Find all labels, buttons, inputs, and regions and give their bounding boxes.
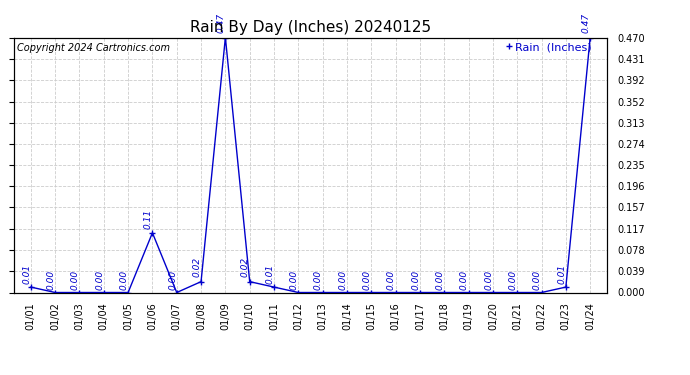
- Text: 0.47: 0.47: [582, 13, 591, 33]
- Text: 0.00: 0.00: [338, 270, 347, 290]
- Text: 0.11: 0.11: [144, 209, 152, 229]
- Text: 0.01: 0.01: [558, 264, 566, 284]
- Text: 0.00: 0.00: [119, 270, 128, 290]
- Text: 0.00: 0.00: [435, 270, 444, 290]
- Text: 0.47: 0.47: [217, 13, 226, 33]
- Text: Copyright 2024 Cartronics.com: Copyright 2024 Cartronics.com: [17, 43, 170, 52]
- Text: 0.00: 0.00: [484, 270, 493, 290]
- Text: 0.00: 0.00: [533, 270, 542, 290]
- Text: 0.00: 0.00: [509, 270, 518, 290]
- Text: 0.00: 0.00: [95, 270, 104, 290]
- Text: 0.00: 0.00: [460, 270, 469, 290]
- Text: 0.00: 0.00: [168, 270, 177, 290]
- Text: 0.00: 0.00: [314, 270, 323, 290]
- Text: 0.00: 0.00: [46, 270, 55, 290]
- Text: 0.00: 0.00: [411, 270, 420, 290]
- Text: Rain  (Inches): Rain (Inches): [515, 43, 592, 52]
- Text: 0.01: 0.01: [266, 264, 275, 284]
- Text: 0.00: 0.00: [363, 270, 372, 290]
- Text: 0.02: 0.02: [193, 257, 201, 278]
- Title: Rain By Day (Inches) 20240125: Rain By Day (Inches) 20240125: [190, 20, 431, 35]
- Text: 0.00: 0.00: [387, 270, 396, 290]
- Text: 0.02: 0.02: [241, 257, 250, 278]
- Text: 0.01: 0.01: [22, 264, 31, 284]
- Text: 0.00: 0.00: [290, 270, 299, 290]
- Text: 0.00: 0.00: [71, 270, 80, 290]
